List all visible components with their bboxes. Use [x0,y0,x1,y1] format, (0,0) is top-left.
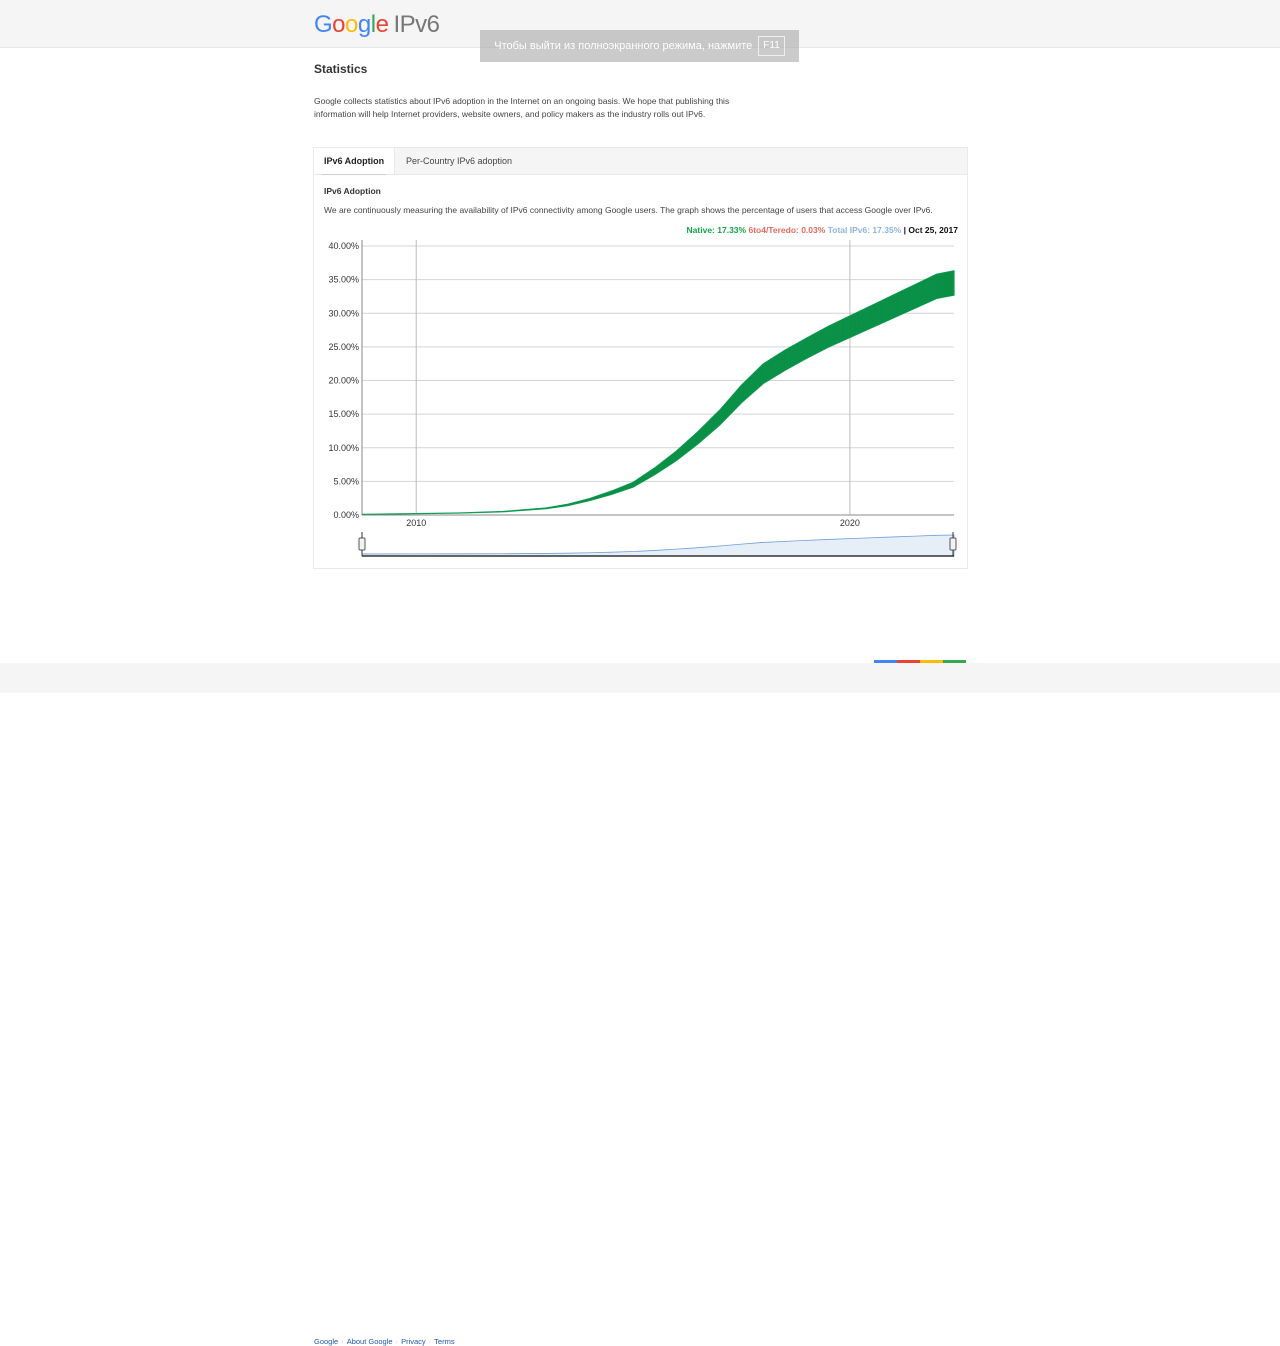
y-tick-label: 30.00% [328,308,359,318]
y-tick-label: 20.00% [328,376,359,386]
y-tick-label: 35.00% [328,275,359,285]
footer-link-about[interactable]: About Google [346,1337,393,1346]
logo-letter: G [314,11,333,38]
intro-paragraph: Google collects statistics about IPv6 ad… [314,96,730,119]
x-tick-label: 2010 [406,518,426,528]
y-tick-label: 5.00% [333,476,359,486]
native-series-oscillation [460,270,954,513]
footer: Google · About Google · Privacy · Terms [0,663,1280,1346]
logo-letter: o [345,11,358,38]
footer-separator: · [341,1337,344,1346]
logo-letter: e [375,11,389,38]
google-color-bar [874,660,966,663]
logo-letter: g [357,11,371,38]
legend-native: Native: 17.33% [686,225,747,235]
navigator-right-handle[interactable] [949,537,957,551]
y-tick-label: 15.00% [328,409,359,419]
y-tick-label: 10.00% [328,443,359,453]
chart-legend: Native: 17.33% 6to4/Teredo: 0.03% Total … [687,225,958,235]
y-tick-label: 25.00% [328,342,359,352]
tab-per-country-adoption[interactable]: Per-Country IPv6 adoption [406,156,513,166]
footer-separator: · [428,1337,432,1346]
fullscreen-notice: Чтобы выйти из полноэкранного режима, на… [480,30,799,62]
navigator-series [361,534,955,557]
stats-panel: IPv6 Adoption Per-Country IPv6 adoption … [313,147,968,569]
footer-link-google[interactable]: Google [314,1337,339,1346]
google-ipv6-logo[interactable]: Google IPv6 [314,11,440,39]
ipv6-adoption-chart[interactable]: 0.00% 5.00% 10.00% 15.00% 20.00% 25.00% 30.00%… [314,148,967,568]
navigator-left-handle[interactable] [358,537,366,551]
logo-product: IPv6 [393,11,440,38]
native-series-band [361,270,955,515]
color-bar-segment [874,660,897,663]
footer-link-terms[interactable]: Terms [434,1337,455,1346]
y-tick-label: 0.00% [333,510,359,520]
logo-letter: l [370,11,376,38]
legend-separator: | [903,225,906,235]
legend-6to4: 6to4/Teredo: 0.03% [748,225,826,235]
y-tick-label: 40.00% [328,241,359,251]
section-description: We are continuously measuring the availa… [324,205,933,215]
f11-key-badge: F11 [758,36,785,56]
tab-ipv6-adoption[interactable]: IPv6 Adoption [314,148,396,175]
footer-separator: · [395,1337,399,1346]
color-bar-segment [943,660,966,663]
fullscreen-notice-text: Чтобы выйти из полноэкранного режима, на… [494,40,753,52]
color-bar-segment [920,660,943,663]
x-tick-label: 2020 [840,518,860,528]
tab-bar: IPv6 Adoption Per-Country IPv6 adoption [314,148,967,175]
footer-links: Google · About Google · Privacy · Terms [314,1337,455,1346]
page-title: Statistics [314,62,368,76]
footer-link-privacy[interactable]: Privacy [401,1337,426,1346]
legend-date: Oct 25, 2017 [908,225,958,235]
color-bar-segment [897,660,920,663]
legend-total: Total IPv6: 17.35% [827,225,902,235]
logo-letter: o [332,11,346,38]
section-title: IPv6 Adoption [324,186,381,196]
